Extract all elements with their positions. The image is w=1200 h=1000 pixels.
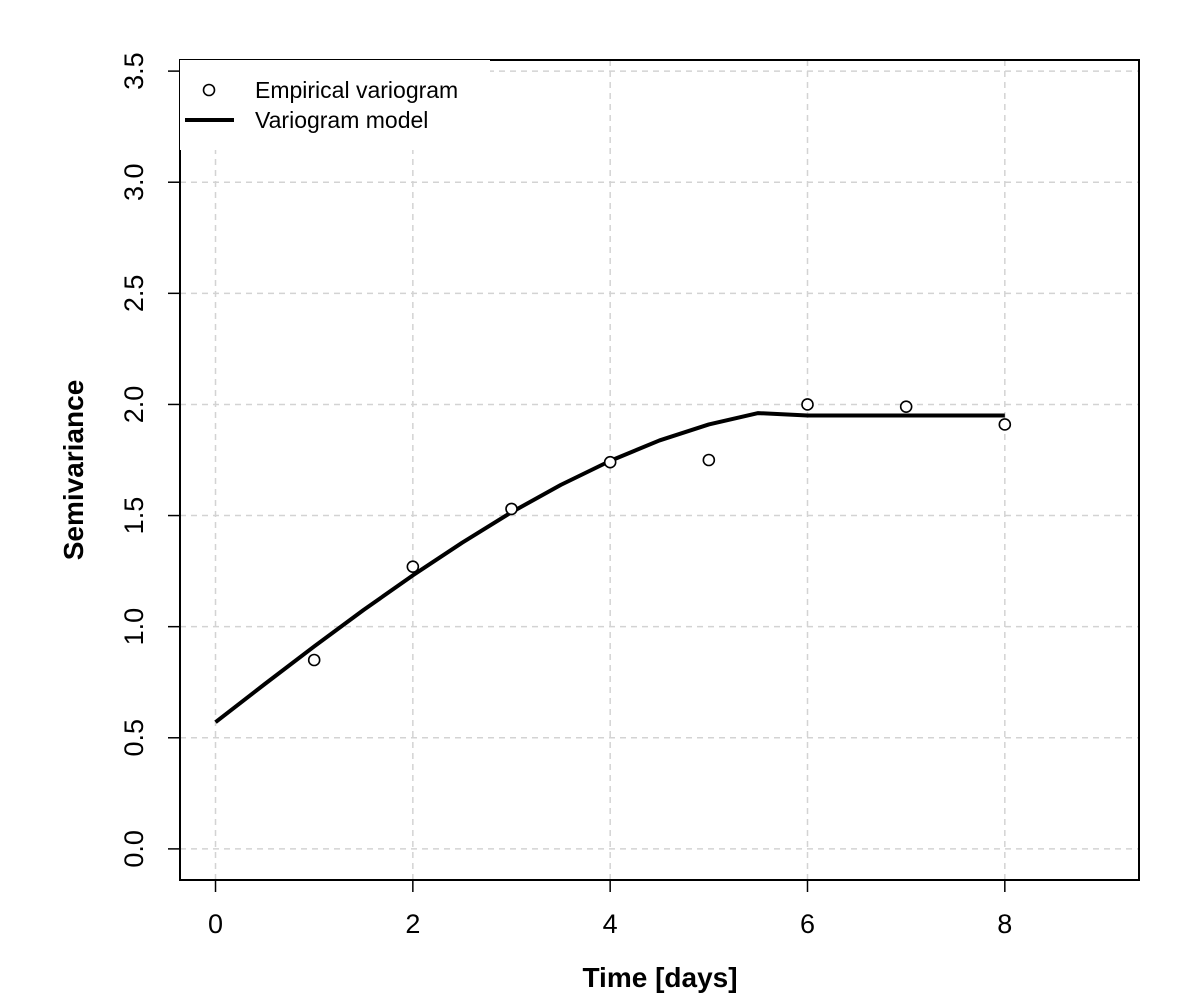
empirical-point-2 [505, 502, 518, 516]
legend-label-empirical-variogram: Empirical variogram [255, 77, 458, 103]
series-empirical-variogram [307, 398, 1012, 667]
x-tick-label-3: 6 [800, 909, 815, 939]
y-tick-label-2: 1.0 [119, 608, 149, 646]
y-tick-label-6: 3.0 [119, 163, 149, 201]
y-tick-label-5: 2.5 [119, 275, 149, 313]
x-tick-label-2: 4 [603, 909, 618, 939]
legend: Empirical variogram Variogram model [180, 60, 490, 150]
y-tick-label-7: 3.5 [119, 52, 149, 90]
empirical-point-1 [406, 560, 420, 573]
y-axis-title: Semivariance [58, 380, 89, 561]
empirical-point-0 [307, 653, 321, 667]
x-axis: 0 2 4 6 8 [208, 879, 1012, 939]
x-tick-label-4: 8 [997, 909, 1012, 939]
y-axis: 0.0 0.5 1.0 1.5 2.0 2.5 3.0 3.5 [119, 52, 181, 868]
empirical-point-6 [899, 400, 913, 413]
x-tick-label-0: 0 [208, 909, 223, 939]
x-tick-label-1: 2 [405, 909, 420, 939]
legend-label-variogram-model: Variogram model [255, 107, 428, 133]
empirical-point-7 [998, 418, 1012, 431]
y-tick-label-3: 1.5 [119, 497, 149, 535]
legend-marker-empirical-variogram [202, 83, 216, 97]
x-axis-title: Time [days] [582, 962, 737, 993]
empirical-point-3 [603, 455, 617, 469]
empirical-point-5 [801, 398, 814, 411]
legend-box [180, 60, 490, 150]
y-tick-label-0: 0.0 [119, 830, 149, 868]
y-tick-label-1: 0.5 [119, 719, 149, 757]
y-tick-label-4: 2.0 [119, 386, 149, 424]
empirical-point-4 [702, 453, 716, 467]
